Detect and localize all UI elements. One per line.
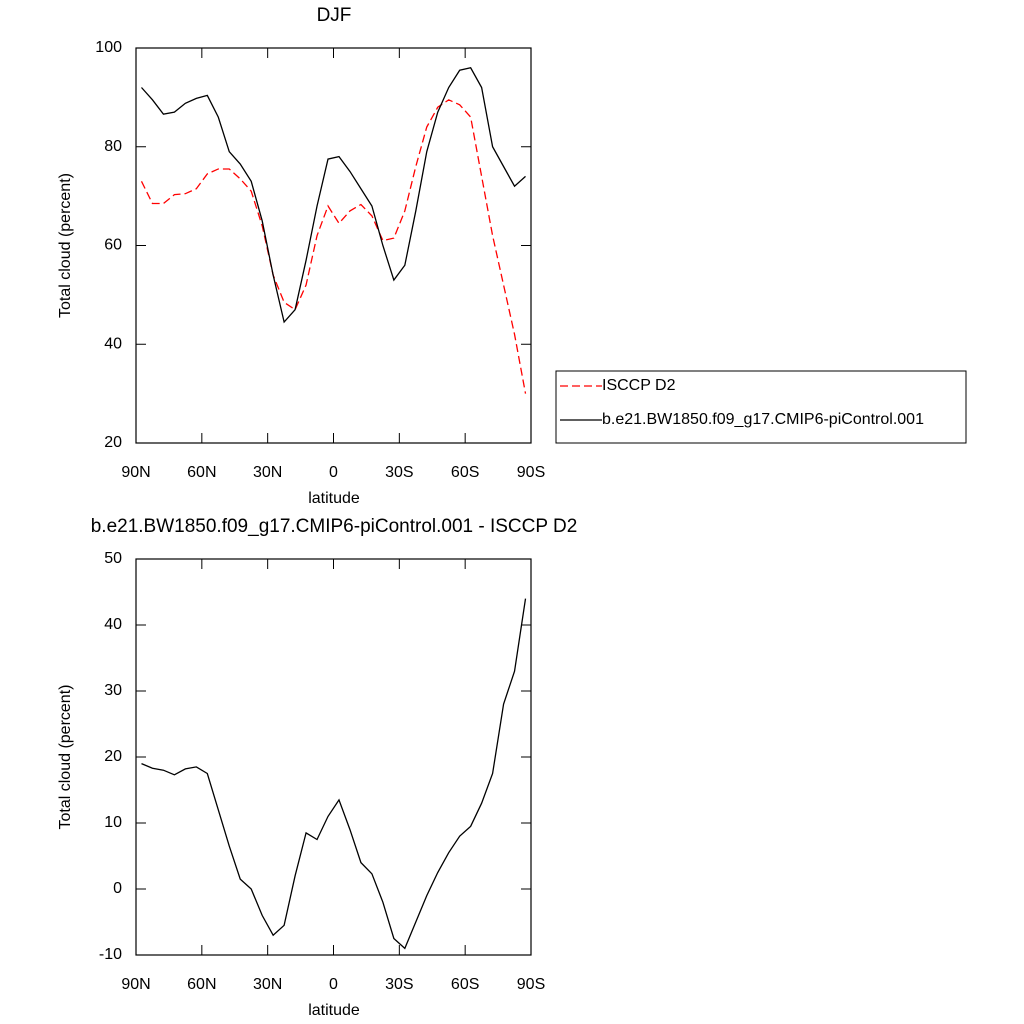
x-tick-label: 90S [517,976,545,993]
y-tick-label: 20 [104,434,122,451]
legend-box [555,370,967,444]
y-tick-label: 20 [104,748,122,765]
x-tick-label: 90S [517,464,545,481]
y-tick-label: 50 [104,550,122,567]
x-tick-label: 30S [385,464,413,481]
y-axis-label: Total cloud (percent) [57,173,74,318]
x-tick-label: 60N [187,464,216,481]
legend-label: b.e21.BW1850.f09_g17.CMIP6-piControl.001 [602,411,924,428]
y-tick-label: 40 [104,616,122,633]
series-line [141,598,527,950]
y-tick-label: 10 [104,814,122,831]
series-line [141,67,526,324]
y-tick-label: 40 [104,335,122,352]
y-axis-label: Total cloud (percent) [57,685,74,830]
y-tick-label: 30 [104,682,122,699]
x-tick-label: 60S [451,976,479,993]
y-tick-label: -10 [99,946,122,963]
y-tick-label: 100 [95,39,122,56]
y-tick-label: 80 [104,138,122,155]
x-tick-label: 0 [329,464,338,481]
plot-frame [135,558,532,956]
chart-title: DJF [317,5,352,26]
chart-title: b.e21.BW1850.f09_g17.CMIP6-piControl.001… [91,516,578,537]
x-tick-label: 60S [451,464,479,481]
x-axis-label: latitude [308,1002,360,1019]
x-tick-label: 0 [329,976,338,993]
x-tick-label: 60N [187,976,216,993]
y-tick-label: 60 [104,237,122,254]
x-axis-label: latitude [308,490,360,507]
x-tick-label: 90N [121,976,150,993]
x-tick-label: 90N [121,464,150,481]
series-line [140,99,527,394]
legend-label: ISCCP D2 [602,377,676,394]
y-tick-label: 0 [113,880,122,897]
plot-frame [135,47,532,444]
x-tick-label: 30N [253,464,282,481]
x-tick-label: 30N [253,976,282,993]
x-tick-label: 30S [385,976,413,993]
